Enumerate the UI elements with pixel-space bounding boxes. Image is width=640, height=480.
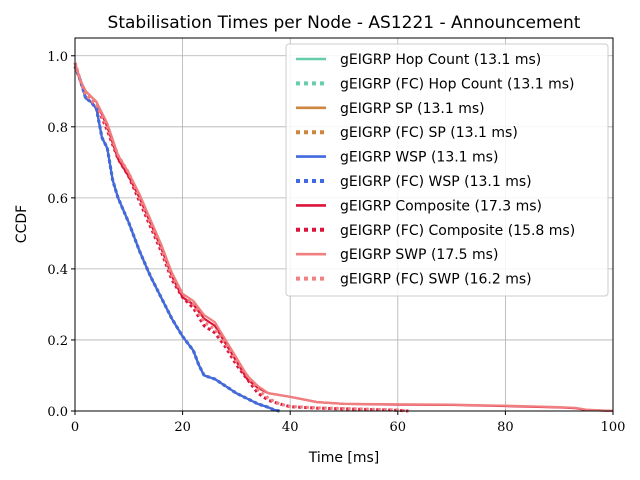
plot-frame (74, 37, 614, 412)
legend-entry-label: gEIGRP Composite (17.3 ms) (340, 198, 542, 214)
x-axis-label: Time [ms] (308, 450, 380, 466)
x-tick-label: 60 (390, 420, 407, 435)
legend-entry-label: gEIGRP (FC) Composite (15.8 ms) (340, 223, 575, 239)
chart-title: Stabilisation Times per Node - AS1221 - … (108, 13, 581, 33)
x-tick-label: 80 (497, 420, 514, 435)
y-tick-label: 0.2 (47, 334, 68, 349)
series-line-10 (73, 62, 409, 413)
legend-entry-label: gEIGRP WSP (13.1 ms) (340, 150, 498, 166)
x-tick-label: 20 (174, 420, 191, 435)
legend-entry-label: gEIGRP Hop Count (13.1 ms) (340, 52, 541, 68)
x-tick-label: 100 (601, 420, 626, 435)
legend-entry-label: gEIGRP (FC) Hop Count (13.1 ms) (340, 76, 574, 92)
y-tick-label: 0.4 (47, 263, 68, 278)
x-tick-label: 0 (71, 420, 79, 435)
legend-box (285, 43, 609, 297)
y-tick-label: 1.0 (47, 50, 68, 65)
y-tick-label: 0.8 (47, 121, 68, 136)
legend-entry-label: gEIGRP SP (13.1 ms) (340, 101, 485, 117)
series-lines (73, 62, 614, 413)
series-line-6 (73, 65, 280, 413)
x-tick-label: 40 (282, 420, 299, 435)
y-axis-label: CCDF (14, 205, 30, 243)
legend-entry-label: gEIGRP SWP (17.5 ms) (340, 247, 498, 263)
legend-entry-label: gEIGRP (FC) WSP (13.1 ms) (340, 174, 532, 190)
y-tick-label: 0.0 (47, 405, 68, 420)
axis-ticks: 0 20 40 60 80 100 0.0 0.2 0.4 0.6 0.8 1.0 (47, 50, 625, 435)
legend-entry-label: gEIGRP (FC) SWP (16.2 ms) (340, 272, 532, 288)
y-tick-label: 0.6 (47, 192, 68, 207)
legend: gEIGRP Hop Count (13.1 ms) gEIGRP (FC) Ho… (285, 43, 609, 297)
legend-entry-label: gEIGRP (FC) SP (13.1 ms) (340, 125, 518, 141)
